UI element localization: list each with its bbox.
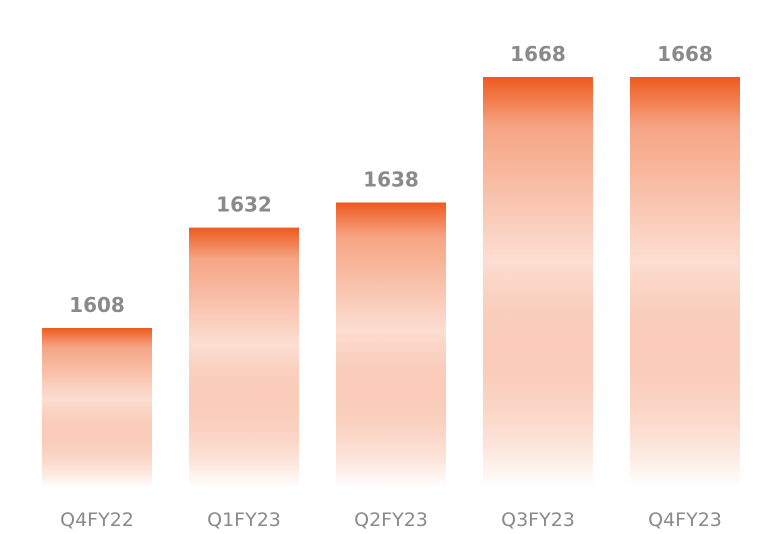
data-label-q2fy23: 1638	[363, 168, 419, 192]
x-tick-label-q1fy23: Q1FY23	[207, 509, 281, 531]
data-label-q4fy23: 1668	[657, 42, 713, 66]
data-label-q3fy23: 1668	[510, 42, 566, 66]
x-tick-label-q3fy23: Q3FY23	[501, 509, 575, 531]
bar-q4fy23	[630, 77, 740, 487]
bar-q4fy22	[42, 328, 152, 487]
value-labels-group: 1608 1632 1638 1668 1668	[69, 42, 713, 317]
data-label-q1fy23: 1632	[216, 193, 272, 217]
x-tick-label-q4fy22: Q4FY22	[60, 509, 134, 531]
bar-q1fy23	[189, 227, 299, 487]
data-label-q4fy22: 1608	[69, 293, 125, 317]
bar-q2fy23	[336, 202, 446, 487]
x-axis-tick-labels: Q4FY22 Q1FY23 Q2FY23 Q3FY23 Q4FY23	[60, 509, 722, 531]
x-tick-label-q2fy23: Q2FY23	[354, 509, 428, 531]
x-tick-label-q4fy23: Q4FY23	[648, 509, 722, 531]
bars-group	[42, 77, 740, 487]
bar-q3fy23	[483, 77, 593, 487]
